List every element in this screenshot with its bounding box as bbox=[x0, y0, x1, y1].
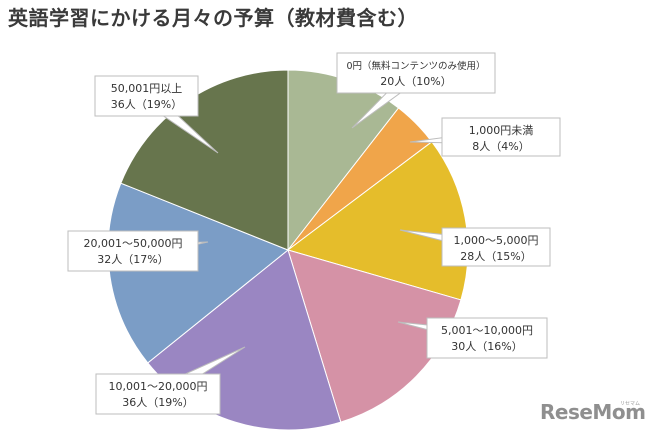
slice-callout: 5,001～10,000円 30人（16%） bbox=[397, 317, 548, 359]
slice-callout: 1,000円未満 8人（4%） bbox=[409, 117, 561, 157]
slice-value-label: 32人（17%） bbox=[97, 253, 168, 266]
slice-callout: 0円（無料コンテンツのみ使用） 20人（10%） bbox=[336, 52, 496, 129]
slice-callout: 1,000～5,000円 28人（15%） bbox=[399, 227, 551, 267]
slice-label: 50,001円以上 bbox=[111, 82, 183, 95]
slice-value-label: 28人（15%） bbox=[460, 250, 531, 263]
slice-callout: 20,001～50,000円 32人（17%） bbox=[67, 230, 209, 272]
resemom-logo-sub: リセマム bbox=[620, 401, 641, 407]
slice-value-label: 36人（19%） bbox=[111, 98, 182, 111]
slice-label: 10,001～20,000円 bbox=[109, 380, 208, 393]
slice-callout: 10,001～20,000円 36人（19%） bbox=[95, 346, 246, 415]
resemom-logo: ReseMom bbox=[540, 400, 646, 424]
slice-value-label: 36人（19%） bbox=[122, 396, 193, 409]
slice-label: 1,000円未満 bbox=[469, 124, 534, 137]
chart-title: 英語学習にかける月々の予算（教材費含む） bbox=[8, 6, 418, 30]
pie-callouts: 0円（無料コンテンツのみ使用）20人（10%）1,000円未満8人（4%）1,0… bbox=[67, 52, 561, 415]
slice-value-label: 30人（16%） bbox=[451, 340, 522, 353]
slice-label: 20,001～50,000円 bbox=[84, 237, 183, 250]
slice-label: 0円（無料コンテンツのみ使用） bbox=[346, 60, 485, 72]
pie-slice bbox=[107, 182, 289, 364]
slice-value-label: 20人（10%） bbox=[380, 75, 451, 88]
pie-slice bbox=[287, 249, 462, 423]
slice-label: 5,001～10,000円 bbox=[441, 324, 533, 337]
slice-label: 1,000～5,000円 bbox=[454, 234, 539, 247]
slice-callout: 50,001円以上 36人（19%） bbox=[94, 75, 219, 154]
slice-value-label: 8人（4%） bbox=[472, 140, 529, 153]
pie-slice bbox=[286, 141, 469, 301]
